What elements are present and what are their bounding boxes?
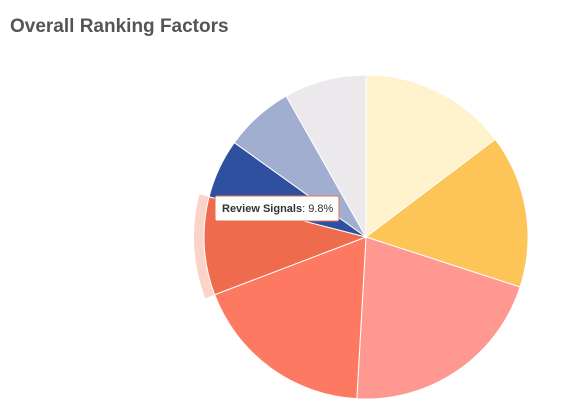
tooltip-value: : 9.8%	[302, 203, 333, 215]
pie-slice	[356, 236, 521, 400]
hover-halo	[194, 194, 215, 299]
pie-slice	[285, 74, 367, 239]
tooltip-box	[214, 195, 340, 222]
pie	[194, 74, 529, 400]
tooltip: Review Signals: 9.8%	[214, 195, 340, 222]
tooltip-text: Review Signals: 9.8%	[222, 203, 333, 215]
chart-title: Overall Ranking Factors	[10, 16, 229, 37]
pie-slice	[365, 74, 496, 239]
tooltip-category: Review Signals	[222, 203, 302, 215]
pie-slice	[213, 236, 367, 400]
